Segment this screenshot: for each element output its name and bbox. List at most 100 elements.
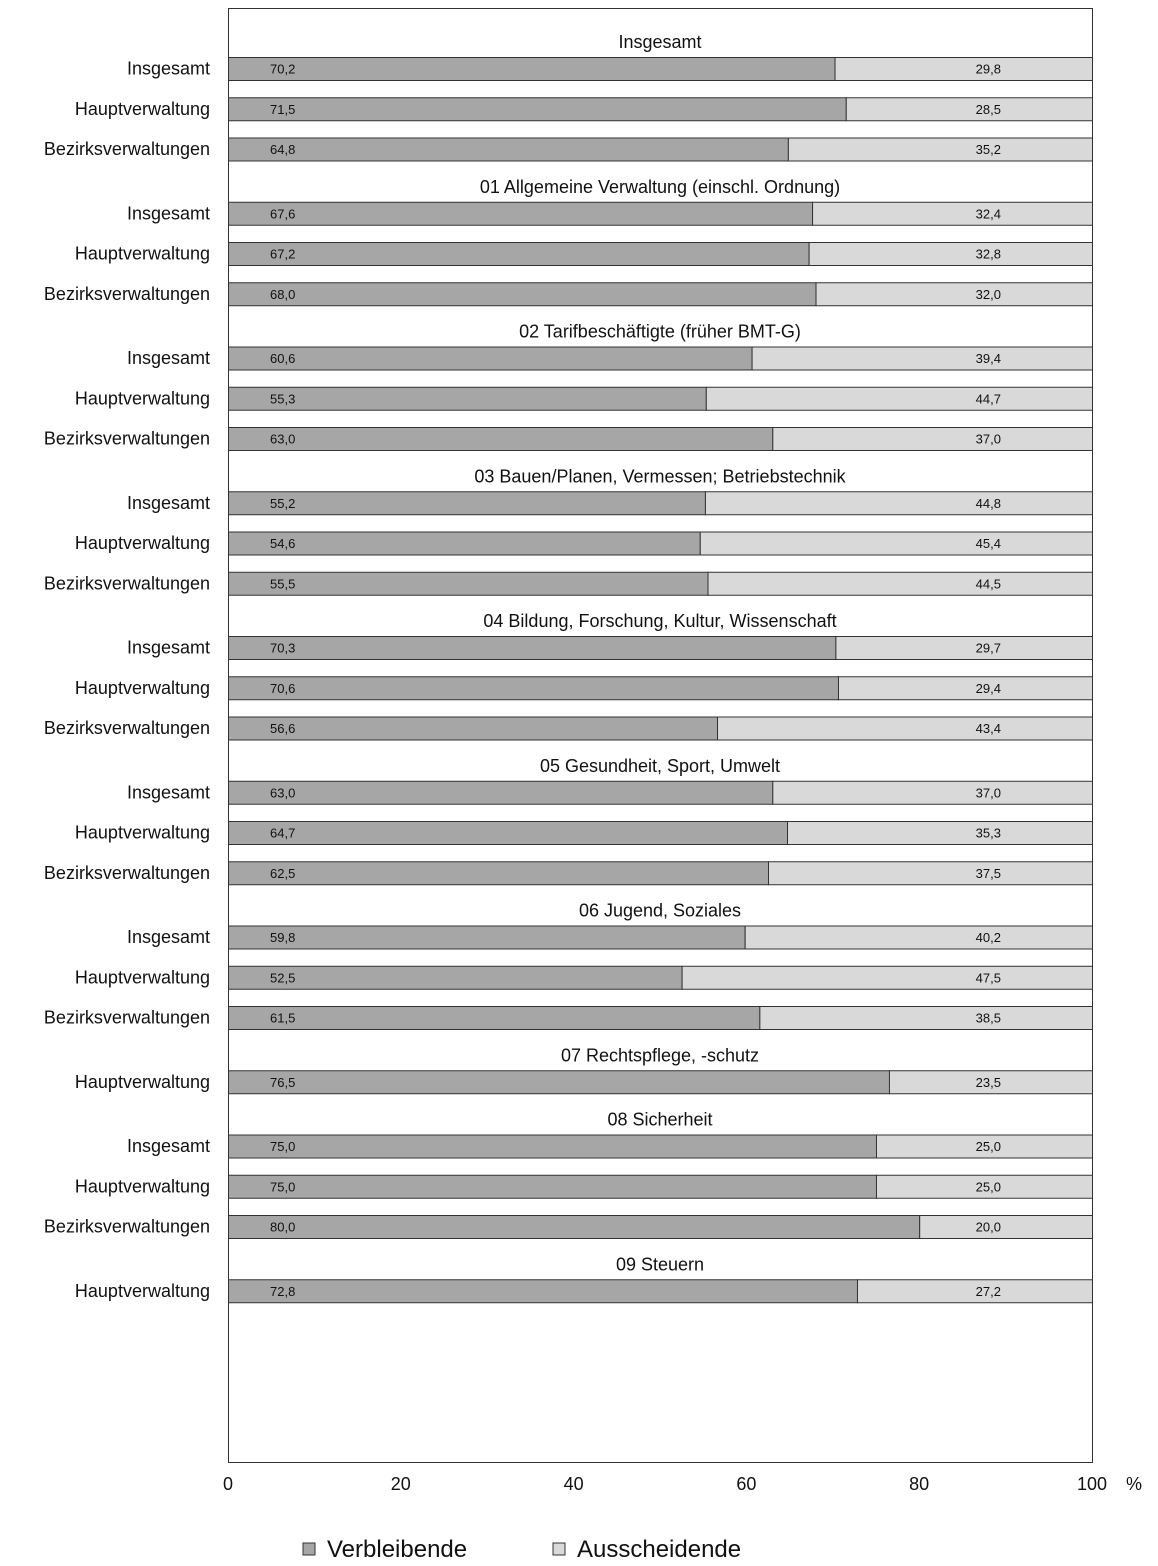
bar-ausscheidende	[845, 97, 1094, 122]
row-label: Hauptverwaltung	[75, 244, 210, 264]
legend: Verbleibende Ausscheidende	[302, 1536, 741, 1563]
bar-ausscheidende	[705, 386, 1093, 411]
value-label-ausscheidende: 40,2	[976, 930, 1001, 945]
bar-ausscheidende	[751, 346, 1093, 371]
bar-verbleibende	[228, 282, 817, 307]
row-label: Bezirksverwaltungen	[44, 1008, 210, 1028]
bar-verbleibende	[228, 242, 810, 266]
value-label-verbleibende: 63,0	[270, 785, 295, 800]
value-label-ausscheidende: 32,0	[976, 287, 1001, 302]
row-label: Hauptverwaltung	[75, 1072, 210, 1092]
value-label-ausscheidende: 37,0	[976, 785, 1001, 800]
row-label: Bezirksverwaltungen	[44, 863, 210, 883]
bar-verbleibende	[228, 780, 774, 805]
bar-verbleibende	[228, 531, 701, 556]
bar-verbleibende	[228, 97, 847, 122]
value-label-ausscheidende: 44,8	[976, 496, 1001, 511]
value-label-verbleibende: 68,0	[270, 287, 295, 302]
bar-verbleibende	[228, 676, 839, 701]
bar-ausscheidende	[707, 571, 1094, 596]
x-tick-label: 40	[564, 1474, 584, 1494]
value-label-verbleibende: 64,8	[270, 142, 295, 157]
value-label-verbleibende: 63,0	[270, 432, 295, 447]
row-label: Insgesamt	[127, 493, 210, 513]
bar-verbleibende	[228, 821, 789, 845]
value-label-ausscheidende: 38,5	[976, 1011, 1001, 1026]
value-label-ausscheidende: 25,0	[976, 1139, 1001, 1154]
bar-verbleibende	[228, 636, 837, 660]
bars-layer: Insgesamt Insgesamt 70,2 29,8 Hauptverwaltun…	[44, 32, 1094, 1304]
bar-ausscheidende	[699, 531, 1094, 556]
bar-ausscheidende	[856, 1279, 1093, 1304]
value-label-ausscheidende: 35,3	[976, 826, 1001, 841]
value-label-verbleibende: 64,7	[270, 826, 295, 841]
group-title: 08 Sicherheit	[607, 1110, 712, 1130]
bar-ausscheidende	[787, 137, 1093, 162]
row-label: Hauptverwaltung	[75, 678, 210, 698]
value-label-ausscheidende: 29,4	[976, 681, 1001, 696]
group-title: 06 Jugend, Soziales	[579, 901, 741, 921]
value-label-verbleibende: 75,0	[270, 1179, 295, 1194]
bar-ausscheidende	[744, 925, 1093, 950]
group-title: 03 Bauen/Planen, Vermessen; Betriebstech…	[474, 466, 846, 486]
x-tick-label: 80	[909, 1474, 929, 1494]
bar-verbleibende	[228, 1006, 761, 1030]
x-tick-label: 100	[1077, 1474, 1107, 1494]
bar-verbleibende	[228, 386, 707, 411]
group-title: 07 Rechtspflege, -schutz	[561, 1045, 759, 1065]
bar-verbleibende	[228, 427, 774, 451]
bar-ausscheidende	[876, 1174, 1093, 1199]
value-label-verbleibende: 71,5	[270, 102, 295, 117]
bar-ausscheidende	[837, 676, 1094, 701]
value-label-verbleibende: 60,6	[270, 351, 295, 366]
value-label-ausscheidende: 28,5	[976, 102, 1001, 117]
bar-verbleibende	[228, 346, 753, 371]
value-label-verbleibende: 75,0	[270, 1139, 295, 1154]
value-label-ausscheidende: 20,0	[976, 1220, 1001, 1235]
bar-ausscheidende	[772, 780, 1093, 805]
bar-ausscheidende	[787, 821, 1093, 845]
bar-verbleibende	[228, 1215, 921, 1239]
value-label-verbleibende: 70,6	[270, 681, 295, 696]
row-label: Insgesamt	[127, 59, 210, 79]
bar-ausscheidende	[834, 57, 1093, 81]
bar-verbleibende	[228, 965, 683, 990]
value-label-verbleibende: 55,2	[270, 496, 295, 511]
group-title: Insgesamt	[618, 32, 701, 52]
value-label-ausscheidende: 43,4	[976, 721, 1001, 736]
group-title: 09 Steuern	[616, 1254, 704, 1274]
legend-swatch	[552, 1542, 566, 1556]
value-label-verbleibende: 70,3	[270, 641, 295, 656]
value-label-verbleibende: 72,8	[270, 1284, 295, 1299]
value-label-verbleibende: 52,5	[270, 970, 295, 985]
bar-verbleibende	[228, 201, 814, 226]
value-label-verbleibende: 56,6	[270, 721, 295, 736]
bar-ausscheidende	[919, 1215, 1094, 1239]
value-label-verbleibende: 76,5	[270, 1075, 295, 1090]
bar-verbleibende	[228, 716, 719, 741]
row-label: Insgesamt	[127, 782, 210, 802]
x-tick-label: 60	[736, 1474, 756, 1494]
group-title: 01 Allgemeine Verwaltung (einschl. Ordnu…	[480, 177, 840, 197]
value-label-ausscheidende: 44,5	[976, 576, 1001, 591]
row-label: Hauptverwaltung	[75, 967, 210, 987]
bar-ausscheidende	[888, 1070, 1094, 1095]
bar-ausscheidende	[876, 1134, 1093, 1159]
row-label: Bezirksverwaltungen	[44, 1217, 210, 1237]
group-title: 05 Gesundheit, Sport, Umwelt	[540, 756, 780, 776]
row-label: Bezirksverwaltungen	[44, 718, 210, 738]
value-label-ausscheidende: 39,4	[976, 351, 1001, 366]
row-label: Insgesamt	[127, 348, 210, 368]
row-label: Insgesamt	[127, 638, 210, 658]
value-label-verbleibende: 62,5	[270, 866, 295, 881]
bar-verbleibende	[228, 491, 706, 516]
bar-verbleibende	[228, 1134, 877, 1159]
row-label: Hauptverwaltung	[75, 823, 210, 843]
legend-entry: Verbleibende	[327, 1536, 467, 1563]
bar-ausscheidende	[681, 965, 1093, 990]
value-label-ausscheidende: 29,7	[976, 641, 1001, 656]
bar-verbleibende	[228, 1174, 877, 1199]
row-label: Insgesamt	[127, 1136, 210, 1156]
value-label-verbleibende: 61,5	[270, 1011, 295, 1026]
